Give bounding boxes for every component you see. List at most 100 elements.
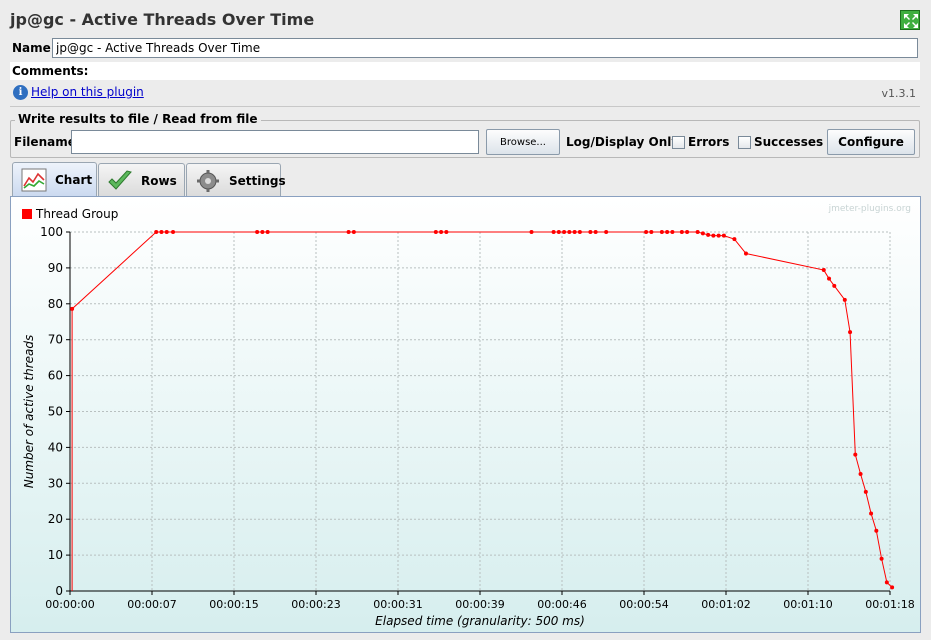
data-point [433, 230, 438, 234]
x-tick-label: 00:00:23 [291, 598, 340, 611]
name-label: Name: [12, 41, 56, 55]
data-point [863, 489, 868, 494]
data-point [716, 233, 721, 238]
successes-label[interactable]: Successes [754, 135, 824, 149]
expand-icon[interactable] [900, 10, 920, 30]
data-point [351, 230, 356, 234]
y-tick-label: 100 [40, 225, 63, 239]
data-point [171, 230, 176, 234]
chart-panel: jmeter-plugins.org Thread Group 0 10 20 30 40 5… [10, 196, 921, 633]
comments-label: Comments: [12, 64, 89, 78]
data-point [159, 230, 164, 234]
successes-checkbox[interactable] [738, 136, 751, 149]
series-line [71, 231, 893, 591]
filename-label: Filename [14, 135, 76, 149]
comments-row[interactable]: Comments: [10, 62, 920, 80]
data-point [890, 585, 895, 590]
data-point [679, 230, 684, 234]
y-tick-label: 70 [48, 333, 63, 347]
data-point [439, 230, 444, 234]
legend-swatch [22, 209, 32, 219]
data-point [842, 297, 847, 302]
data-point [604, 230, 609, 234]
data-point [659, 230, 664, 234]
data-point [711, 233, 716, 238]
data-point [588, 230, 593, 234]
tab-settings[interactable]: Settings [186, 163, 286, 197]
y-tick-label: 0 [55, 584, 63, 598]
active-threads-chart: jmeter-plugins.org Thread Group 0 10 20 30 40 5… [11, 197, 920, 632]
data-point [577, 230, 582, 234]
browse-button[interactable]: Browse... [486, 129, 560, 155]
y-tick-label: 50 [48, 405, 63, 419]
data-point [593, 230, 598, 234]
y-tick-label: 60 [48, 369, 63, 383]
chart-background [11, 197, 920, 632]
data-point [649, 230, 654, 234]
errors-checkbox[interactable] [672, 136, 685, 149]
data-point [665, 230, 670, 234]
name-field[interactable] [52, 38, 918, 58]
data-point [884, 580, 889, 585]
data-point [874, 528, 879, 533]
data-point [346, 230, 351, 234]
y-tick-label: 80 [48, 297, 63, 311]
help-row: i Help on this plugin v1.3.1 [10, 84, 920, 104]
y-tick-label: 20 [48, 512, 63, 526]
tab-chart[interactable]: Chart [12, 162, 97, 198]
data-point [695, 230, 700, 234]
data-point [164, 230, 169, 234]
log-display-label: Log/Display Only: [566, 135, 684, 149]
data-point [706, 232, 711, 237]
configure-button[interactable]: Configure [827, 129, 915, 155]
y-tick-label: 30 [48, 476, 63, 490]
chart-watermark: jmeter-plugins.org [828, 204, 911, 214]
data-point [70, 306, 75, 311]
checkmark-icon [108, 170, 132, 190]
chart-icon [21, 168, 47, 192]
y-tick-label: 10 [48, 548, 63, 562]
page-title: jp@gc - Active Threads Over Time [10, 10, 315, 29]
errors-label[interactable]: Errors [688, 135, 730, 149]
data-point [743, 251, 748, 256]
data-point [821, 268, 826, 273]
data-point [255, 230, 260, 234]
data-point [444, 230, 449, 234]
filename-input[interactable] [71, 130, 479, 154]
data-point [700, 231, 705, 236]
data-point [832, 283, 837, 288]
data-point [562, 230, 567, 234]
gear-icon [197, 170, 219, 192]
x-tick-label: 00:01:10 [783, 598, 832, 611]
data-point [853, 452, 858, 457]
data-point [154, 230, 159, 234]
x-tick-label: 00:01:18 [865, 598, 914, 611]
data-point [732, 237, 737, 242]
data-point [644, 230, 649, 234]
file-panel-legend: Write results to file / Read from file [15, 112, 261, 126]
x-tick-label: 00:00:54 [619, 598, 668, 611]
data-point [848, 330, 853, 335]
data-point [879, 556, 884, 561]
info-icon: i [13, 85, 28, 100]
x-tick-label: 00:00:15 [209, 598, 258, 611]
x-tick-label: 00:00:39 [455, 598, 504, 611]
y-tick-label: 90 [48, 261, 63, 275]
data-point [869, 511, 874, 516]
data-point [721, 233, 726, 238]
tab-rows[interactable]: Rows [98, 163, 185, 197]
y-tick-label: 40 [48, 440, 63, 454]
x-tick-label: 00:00:46 [537, 598, 586, 611]
x-tick-label: 00:00:07 [127, 598, 176, 611]
data-point [567, 230, 572, 234]
data-point [260, 230, 265, 234]
name-row: Name: [10, 38, 920, 60]
version-label: v1.3.1 [881, 87, 917, 100]
data-point [265, 230, 270, 234]
data-point [572, 230, 577, 234]
expand-arrows-icon [904, 14, 918, 28]
tab-settings-label: Settings [229, 174, 286, 188]
help-link[interactable]: Help on this plugin [31, 85, 144, 99]
data-point [827, 276, 832, 281]
tab-chart-label: Chart [55, 173, 93, 187]
